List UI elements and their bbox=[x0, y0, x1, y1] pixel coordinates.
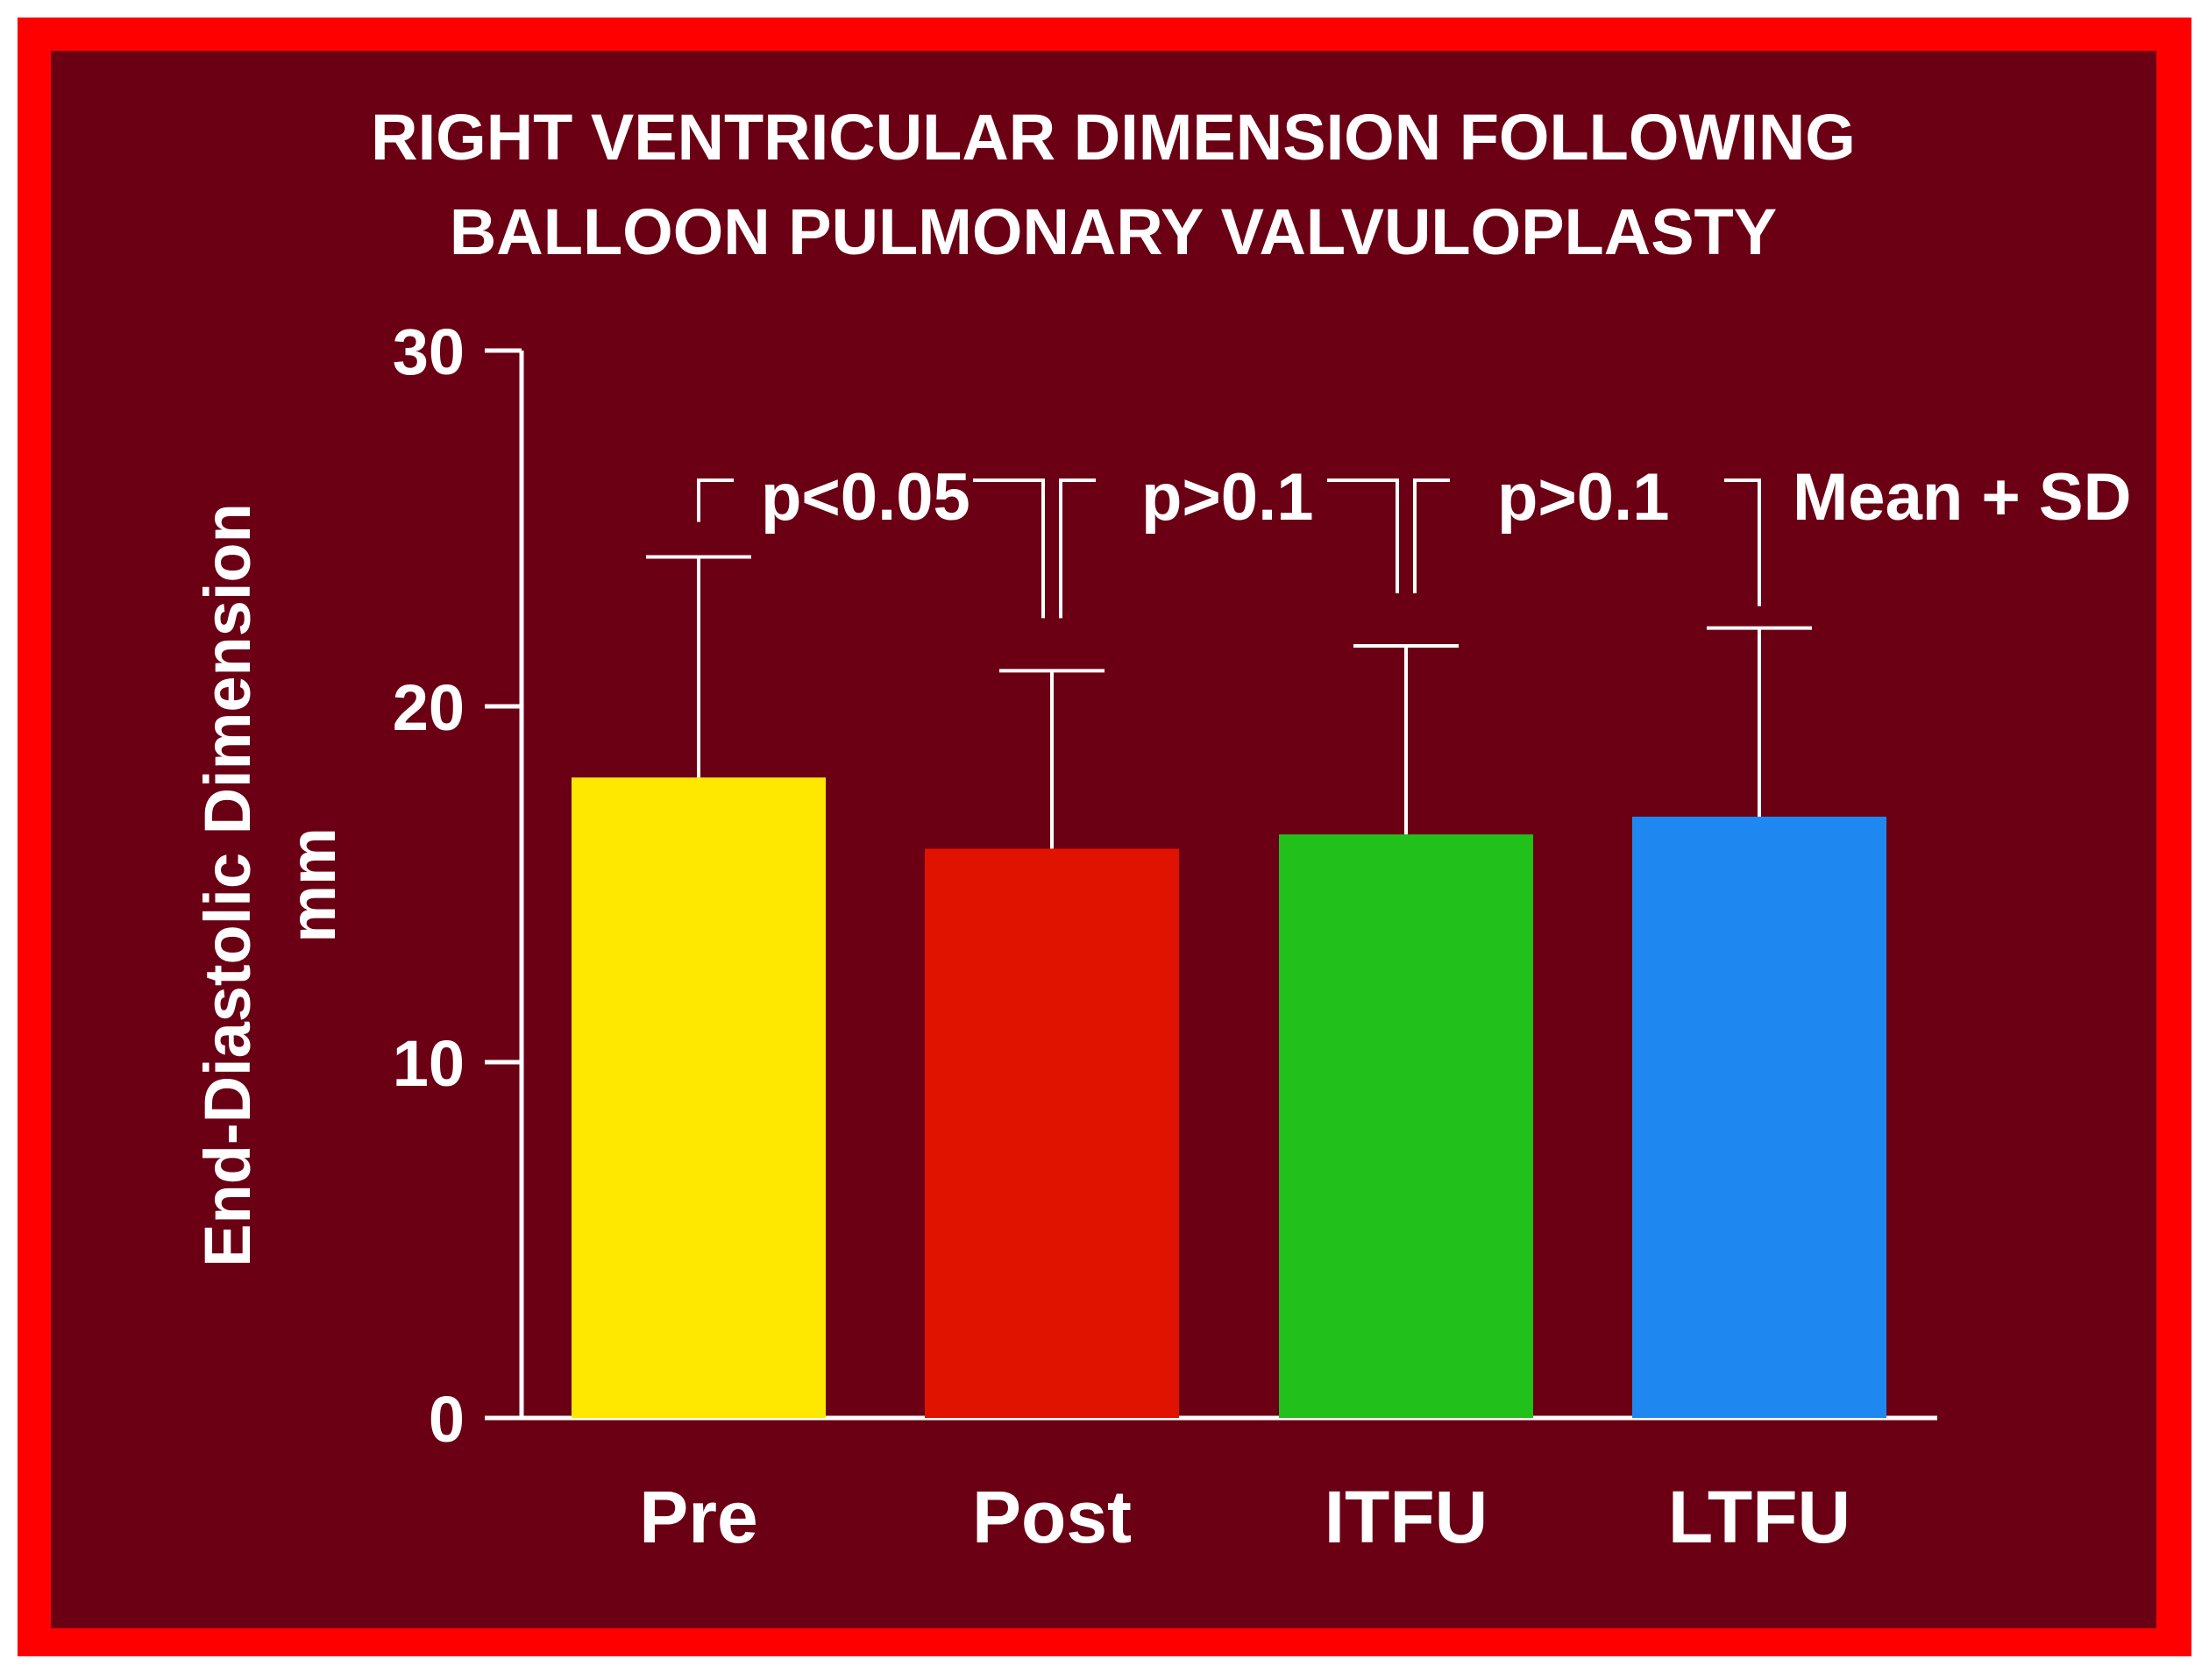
annotation-2: p>0.1 bbox=[1141, 460, 1313, 535]
chart-title-line-2: BALLOON PULMONARY VALVULOPLASTY bbox=[450, 195, 1777, 268]
bracket-right-itfu bbox=[1413, 478, 1450, 593]
bar-pre bbox=[572, 777, 826, 1418]
x-tick-label-post: Post bbox=[972, 1476, 1132, 1558]
chart-marks: 0 10 20 30 Pre Post ITFU LTFU p<0.05 p>0.1 p>0.1 Me… bbox=[393, 315, 2132, 1558]
bracket-left-post bbox=[973, 478, 1045, 619]
annotation-3: p>0.1 bbox=[1497, 460, 1669, 535]
annotation-4: Mean + SD bbox=[1793, 460, 2131, 535]
y-axis-label-line-2: mm bbox=[276, 827, 349, 943]
bar-post bbox=[925, 848, 1179, 1418]
annotation-1: p<0.05 bbox=[761, 460, 970, 535]
y-tick-label-0: 0 bbox=[429, 1383, 465, 1456]
y-axis-label: End-Diastolic Dimension mm bbox=[191, 503, 349, 1267]
y-tick-label-30: 30 bbox=[393, 315, 465, 388]
chart-title-line-1: RIGHT VENTRICULAR DIMENSION FOLLOWING bbox=[371, 101, 1856, 174]
x-tick-label-pre: Pre bbox=[639, 1476, 757, 1558]
bracket-pre bbox=[697, 478, 734, 522]
y-axis-label-line-1: End-Diastolic Dimension bbox=[191, 503, 264, 1267]
y-tick-label-10: 10 bbox=[393, 1027, 465, 1100]
bracket-left-itfu bbox=[1327, 478, 1399, 593]
x-tick-label-ltfu: LTFU bbox=[1668, 1476, 1850, 1558]
bracket-right-post bbox=[1059, 478, 1096, 619]
chart-title: RIGHT VENTRICULAR DIMENSION FOLLOWING BA… bbox=[371, 101, 1856, 268]
y-tick-label-20: 20 bbox=[393, 671, 465, 744]
bar-itfu bbox=[1279, 834, 1533, 1418]
bar-ltfu bbox=[1632, 816, 1886, 1418]
bracket-ltfu bbox=[1724, 478, 1761, 606]
x-tick-label-itfu: ITFU bbox=[1325, 1476, 1488, 1558]
